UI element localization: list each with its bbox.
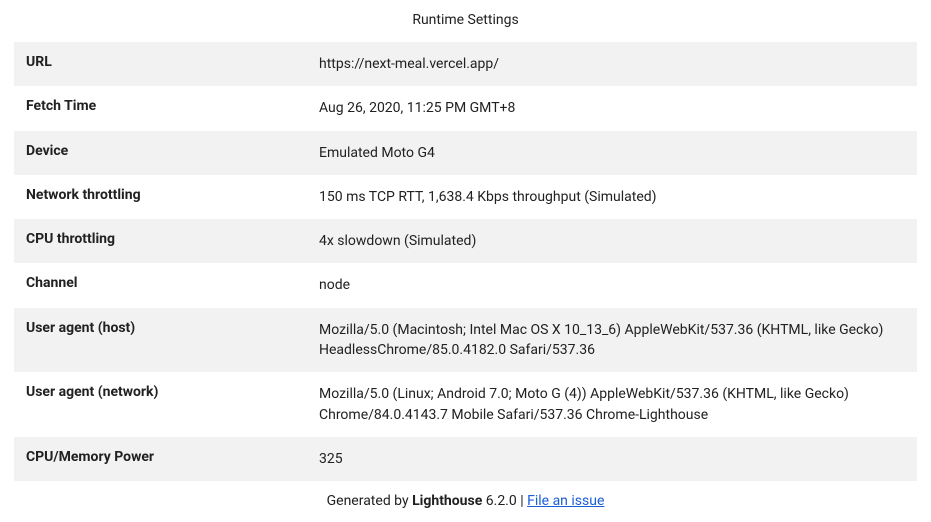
settings-table: URL https://next-meal.vercel.app/ Fetch … xyxy=(14,42,917,481)
section-title: Runtime Settings xyxy=(14,12,917,28)
row-label: Channel xyxy=(14,263,319,307)
row-value: 325 xyxy=(319,437,917,481)
row-label: Network throttling xyxy=(14,175,319,219)
table-row: URL https://next-meal.vercel.app/ xyxy=(14,42,917,86)
row-value: https://next-meal.vercel.app/ xyxy=(319,42,917,86)
row-value: Mozilla/5.0 (Macintosh; Intel Mac OS X 1… xyxy=(319,308,917,373)
row-label: Fetch Time xyxy=(14,86,319,130)
table-row: User agent (host) Mozilla/5.0 (Macintosh… xyxy=(14,308,917,373)
version-text: 6.2.0 xyxy=(482,493,516,509)
row-label: URL xyxy=(14,42,319,86)
row-value: node xyxy=(319,263,917,307)
row-label: User agent (network) xyxy=(14,372,319,437)
row-value: Aug 26, 2020, 11:25 PM GMT+8 xyxy=(319,86,917,130)
table-row: Network throttling 150 ms TCP RTT, 1,638… xyxy=(14,175,917,219)
product-name: Lighthouse xyxy=(412,493,482,509)
table-row: Device Emulated Moto G4 xyxy=(14,131,917,175)
row-label: CPU/Memory Power xyxy=(14,437,319,481)
row-label: Device xyxy=(14,131,319,175)
row-value: Emulated Moto G4 xyxy=(319,131,917,175)
row-value: 4x slowdown (Simulated) xyxy=(319,219,917,263)
row-value: 150 ms TCP RTT, 1,638.4 Kbps throughput … xyxy=(319,175,917,219)
table-row: User agent (network) Mozilla/5.0 (Linux;… xyxy=(14,372,917,437)
table-row: Fetch Time Aug 26, 2020, 11:25 PM GMT+8 xyxy=(14,86,917,130)
generated-by-text: Generated by xyxy=(327,493,412,509)
table-row: CPU/Memory Power 325 xyxy=(14,437,917,481)
table-row: Channel node xyxy=(14,263,917,307)
file-issue-link[interactable]: File an issue xyxy=(527,493,604,509)
row-value: Mozilla/5.0 (Linux; Android 7.0; Moto G … xyxy=(319,372,917,437)
separator: | xyxy=(517,493,527,509)
table-row: CPU throttling 4x slowdown (Simulated) xyxy=(14,219,917,263)
footer: Generated by Lighthouse 6.2.0 | File an … xyxy=(14,493,917,509)
row-label: User agent (host) xyxy=(14,308,319,373)
runtime-settings-container: Runtime Settings URL https://next-meal.v… xyxy=(14,12,917,509)
row-label: CPU throttling xyxy=(14,219,319,263)
